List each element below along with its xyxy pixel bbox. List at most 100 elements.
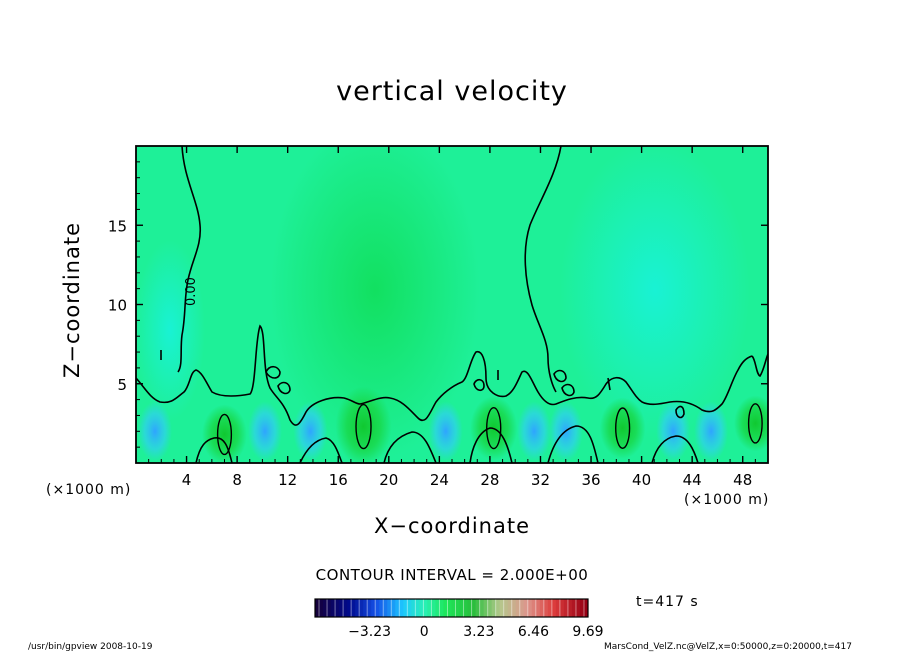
colorbar-cell bbox=[471, 599, 477, 617]
colorbar-cell bbox=[539, 599, 545, 617]
colorbar-cell bbox=[575, 599, 581, 617]
colorbar-cell bbox=[339, 599, 344, 617]
colorbar-cell bbox=[415, 599, 420, 617]
colorbar-cell bbox=[511, 599, 517, 617]
colorbar-cell bbox=[503, 599, 509, 617]
colorbar-cell bbox=[399, 599, 404, 617]
downdraft-cell bbox=[247, 401, 282, 462]
bottom-contour-6 bbox=[651, 435, 699, 463]
x-tick-label: 16 bbox=[329, 471, 348, 489]
colorbar-cell bbox=[331, 599, 336, 617]
bottom-contour-2 bbox=[299, 437, 343, 463]
downdraft-cell bbox=[428, 401, 463, 462]
colorbar-tick-label: 0 bbox=[420, 624, 429, 640]
colorbar-cell bbox=[523, 599, 529, 617]
colorbar-cell bbox=[387, 599, 392, 617]
y-tick-label: 10 bbox=[108, 297, 127, 315]
colorbar-cell bbox=[551, 599, 557, 617]
x-tick-label: 32 bbox=[531, 471, 550, 489]
colorbar-cell bbox=[579, 599, 585, 617]
small-contour-ring-2 bbox=[277, 381, 291, 395]
downdraft-cell bbox=[517, 401, 552, 462]
updraft-core bbox=[201, 404, 247, 463]
colorbar-cell bbox=[487, 599, 493, 617]
zero-contour-right bbox=[524, 146, 562, 393]
x-tick-label: 48 bbox=[733, 471, 752, 489]
colorbar-cell bbox=[315, 599, 320, 617]
small-contour-ring-4 bbox=[553, 369, 567, 383]
small-contour-ring-6 bbox=[675, 405, 685, 419]
updraft-contour-ring bbox=[747, 403, 763, 444]
small-contour-ring-1 bbox=[265, 365, 281, 379]
colorbar-cell bbox=[371, 599, 376, 617]
zero-contour-label: 0.00 bbox=[184, 277, 199, 306]
colorbar-cell bbox=[359, 599, 364, 617]
bottom-contour-3 bbox=[383, 431, 437, 463]
colorbar-cell bbox=[427, 599, 432, 617]
footer-right: MarsCond_VelZ.nc@VelZ,x=0:50000,z=0:2000… bbox=[604, 642, 852, 652]
y-tick-label: 5 bbox=[117, 376, 127, 394]
colorbar-tick-label: −3.23 bbox=[348, 624, 391, 640]
time-label: t=417 s bbox=[636, 594, 699, 610]
low-level-contour-right bbox=[751, 353, 768, 378]
colorbar-cell bbox=[423, 599, 428, 617]
colorbar-cell bbox=[403, 599, 408, 617]
colorbar-cell bbox=[379, 599, 384, 617]
colorbar-cell bbox=[447, 599, 452, 617]
colorbar-cell bbox=[483, 599, 489, 617]
colorbar-cell bbox=[439, 599, 444, 617]
colorbar-cell bbox=[507, 599, 513, 617]
colorbar-cell bbox=[395, 599, 400, 617]
colorbar-cell bbox=[419, 599, 424, 617]
small-contour-tick-3 bbox=[607, 377, 611, 391]
updraft-core bbox=[599, 397, 646, 459]
colorbar-cell bbox=[491, 599, 497, 617]
updraft-core bbox=[335, 386, 392, 463]
chart-title: vertical velocity bbox=[336, 76, 568, 107]
colorbar-cell bbox=[531, 599, 537, 617]
x-tick-label: 8 bbox=[232, 471, 242, 489]
small-contour-ring-5 bbox=[561, 383, 575, 397]
colorbar-cell bbox=[355, 599, 360, 617]
updraft-contour-ring bbox=[216, 413, 233, 456]
low-level-contour-left bbox=[136, 324, 753, 426]
colorbar-cell bbox=[555, 599, 561, 617]
footer-left: /usr/bin/gpview 2008-10-19 bbox=[28, 642, 153, 652]
colorbar-cell bbox=[411, 599, 416, 617]
bottom-contour-5 bbox=[547, 425, 599, 463]
colorbar-cell bbox=[463, 599, 469, 617]
colorbar-cell bbox=[559, 599, 565, 617]
colorbar-cell bbox=[519, 599, 525, 617]
colorbar-tick-label: 6.46 bbox=[518, 624, 549, 640]
colorbar-cell bbox=[383, 599, 388, 617]
colorbar-cell bbox=[479, 599, 485, 617]
small-contour-ring-3 bbox=[473, 378, 485, 392]
downdraft-cell bbox=[137, 401, 172, 462]
colorbar-cell bbox=[515, 599, 521, 617]
x-tick-label: 36 bbox=[581, 471, 600, 489]
colorbar-cell bbox=[571, 599, 577, 617]
x-tick-label: 20 bbox=[379, 471, 398, 489]
colorbar-cell bbox=[367, 599, 372, 617]
x-tick-label: 28 bbox=[480, 471, 499, 489]
colorbar-cell bbox=[391, 599, 396, 617]
updraft-contour-ring bbox=[615, 407, 631, 449]
colorbar-cell bbox=[459, 599, 465, 617]
colorbar-cell bbox=[475, 599, 481, 617]
colorbar-cell bbox=[343, 599, 348, 617]
colorbar-cell bbox=[327, 599, 332, 617]
colorbar-cell bbox=[431, 599, 436, 617]
colorbar-cell bbox=[335, 599, 340, 617]
x-tick-label: 12 bbox=[278, 471, 297, 489]
updraft-contour-ring bbox=[355, 403, 372, 450]
zero-contours bbox=[136, 146, 768, 463]
x-tick-label: 40 bbox=[632, 471, 651, 489]
y-tick-label: 15 bbox=[108, 217, 127, 235]
colorbar-cell bbox=[583, 599, 589, 617]
colorbar-cell bbox=[351, 599, 356, 617]
colorbar-cell bbox=[567, 599, 573, 617]
colorbar-frame bbox=[314, 598, 589, 618]
colorbar-cell bbox=[499, 599, 505, 617]
